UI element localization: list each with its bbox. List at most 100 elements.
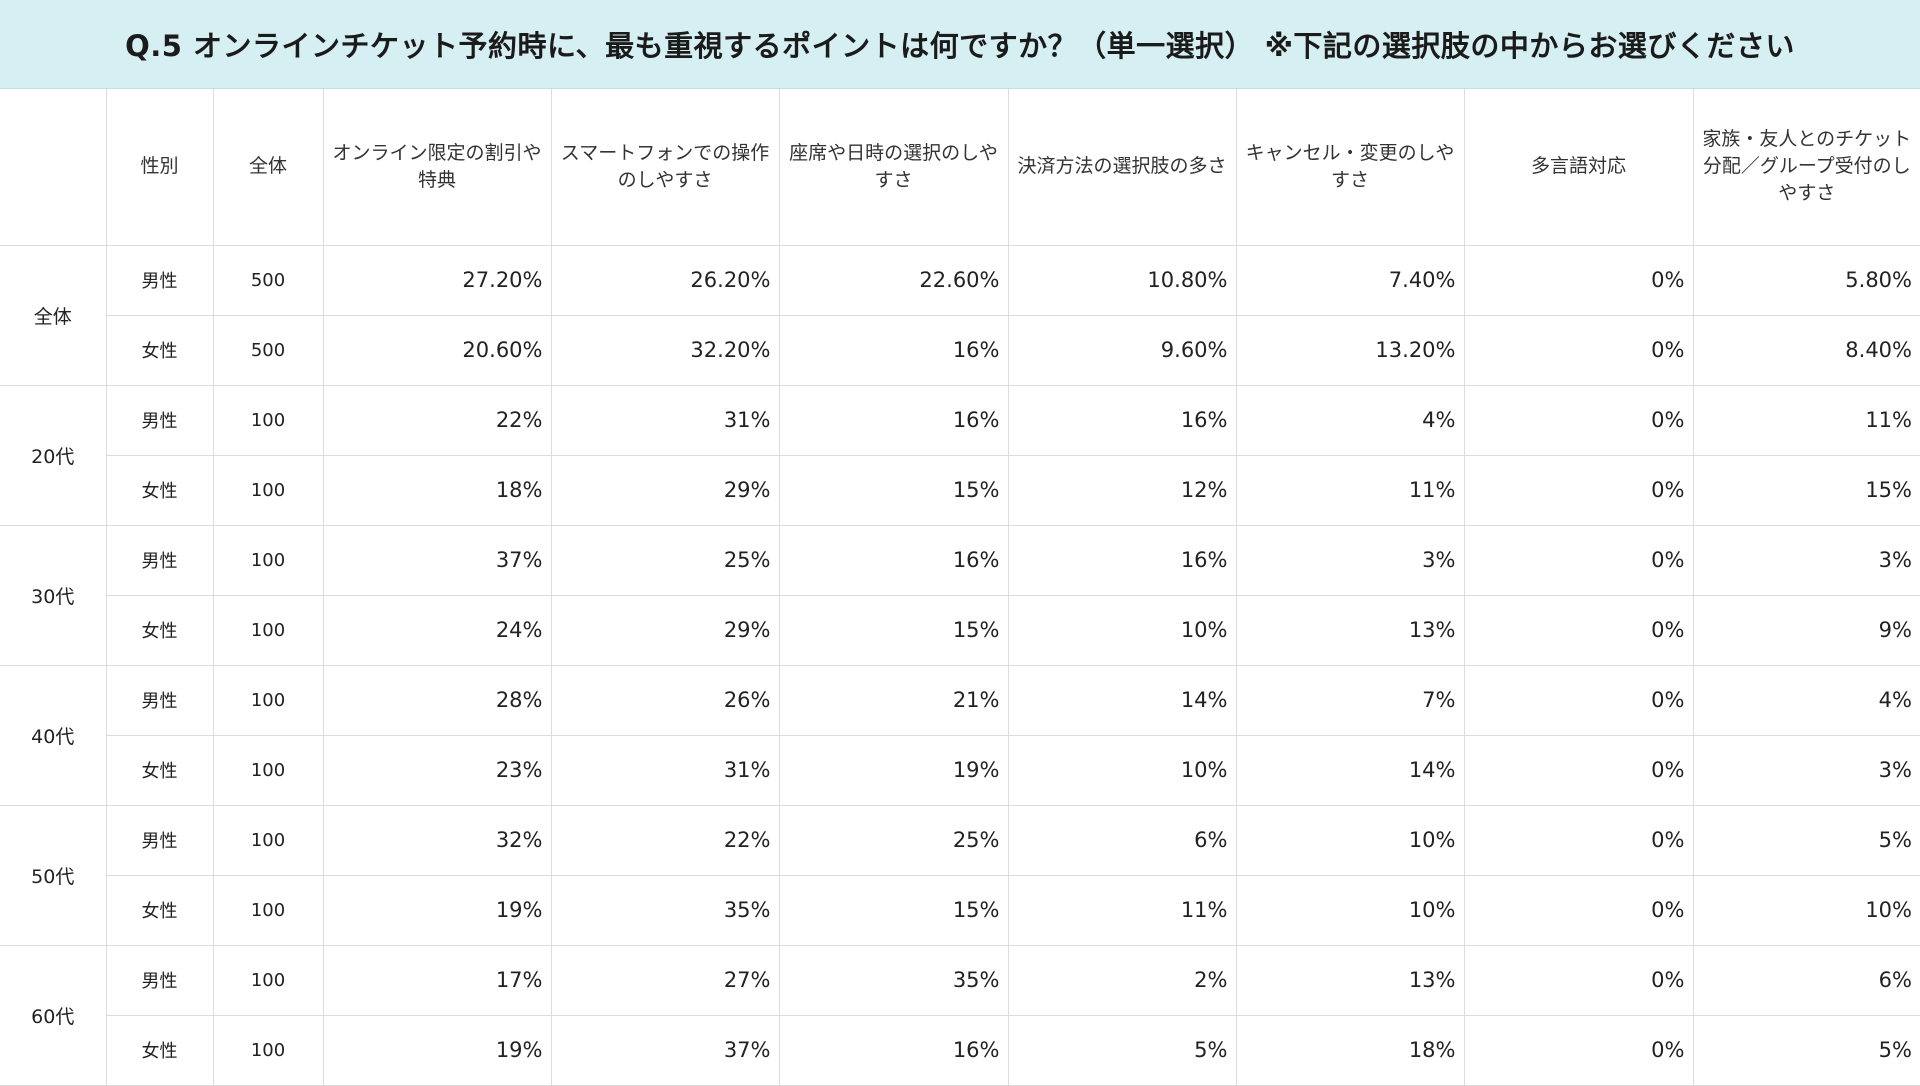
percent-cell: 23% xyxy=(322,734,552,806)
percent-cell: 22% xyxy=(550,804,780,876)
group-label: 20代 xyxy=(0,384,107,526)
percent-cell: 29% xyxy=(550,454,780,526)
percent-cell: 26.20% xyxy=(550,244,780,316)
percent-cell: 10% xyxy=(1007,734,1237,806)
percent-cell: 21% xyxy=(778,664,1009,736)
percent-cell: 37% xyxy=(550,1014,780,1086)
table-row: 40代 男性 100 28% 26% 21% 14% 7% 0% 4% xyxy=(0,664,1920,806)
percent-cell: 0% xyxy=(1463,314,1694,386)
header-option-seat-date: 座席や日時の選択のしやすさ xyxy=(778,89,1009,246)
percent-cell: 11% xyxy=(1692,384,1920,456)
percent-cell: 13.20% xyxy=(1235,314,1465,386)
percent-cell: 10% xyxy=(1692,874,1920,946)
percent-cell: 28% xyxy=(322,664,552,736)
percent-cell: 16% xyxy=(1007,524,1237,596)
percent-cell: 19% xyxy=(778,734,1009,806)
group-label: 50代 xyxy=(0,804,107,946)
percent-cell: 8.40% xyxy=(1692,314,1920,386)
percent-cell: 24% xyxy=(322,594,552,666)
percent-cell: 15% xyxy=(778,874,1009,946)
table-row: 女性 100 18% 29% 15% 12% 11% 0% 15% xyxy=(0,454,1920,526)
gender-cell: 男性 xyxy=(105,664,214,736)
gender-cell: 男性 xyxy=(105,384,214,456)
percent-cell: 27.20% xyxy=(322,244,552,316)
sample-size-cell: 100 xyxy=(212,734,324,806)
percent-cell: 0% xyxy=(1463,664,1694,736)
sample-size-cell: 500 xyxy=(212,314,324,386)
percent-cell: 0% xyxy=(1463,944,1694,1016)
table-row: 20代 男性 100 22% 31% 16% 16% 4% 0% 11% xyxy=(0,384,1920,526)
percent-cell: 0% xyxy=(1463,244,1694,316)
percent-cell: 5.80% xyxy=(1692,244,1920,316)
percent-cell: 16% xyxy=(778,314,1009,386)
sample-size-cell: 100 xyxy=(212,944,324,1016)
header-option-discount: オンライン限定の割引や特典 xyxy=(322,89,552,246)
percent-cell: 0% xyxy=(1463,1014,1694,1086)
percent-cell: 5% xyxy=(1692,1014,1920,1086)
percent-cell: 19% xyxy=(322,874,552,946)
percent-cell: 13% xyxy=(1235,594,1465,666)
header-option-smartphone: スマートフォンでの操作のしやすさ xyxy=(550,89,780,246)
sample-size-cell: 100 xyxy=(212,664,324,736)
header-option-payment: 決済方法の選択肢の多さ xyxy=(1007,89,1237,246)
group-label: 30代 xyxy=(0,524,107,666)
percent-cell: 5% xyxy=(1692,804,1920,876)
percent-cell: 10% xyxy=(1235,874,1465,946)
percent-cell: 7.40% xyxy=(1235,244,1465,316)
percent-cell: 14% xyxy=(1235,734,1465,806)
table-body: 全体 男性 500 27.20% 26.20% 22.60% 10.80% 7.40% 0% 5.… xyxy=(0,244,1920,1086)
percent-cell: 19% xyxy=(322,1014,552,1086)
percent-cell: 0% xyxy=(1463,594,1694,666)
title-bar: Q.5 オンラインチケット予約時に、最も重視するポイントは何ですか？（単一選択）… xyxy=(0,0,1920,89)
header-option-multilingual: 多言語対応 xyxy=(1463,89,1694,246)
gender-cell: 女性 xyxy=(106,314,214,386)
gender-cell: 女性 xyxy=(106,594,214,666)
table-row: 女性 500 20.60% 32.20% 16% 9.60% 13.20% 0% 8.40% xyxy=(0,314,1920,386)
header-total: 全体 xyxy=(212,89,324,246)
sample-size-cell: 100 xyxy=(212,384,324,456)
percent-cell: 16% xyxy=(778,524,1009,596)
percent-cell: 25% xyxy=(550,524,780,596)
percent-cell: 37% xyxy=(322,524,552,596)
header-group xyxy=(0,89,107,246)
percent-cell: 0% xyxy=(1463,874,1694,946)
percent-cell: 29% xyxy=(550,594,780,666)
percent-cell: 2% xyxy=(1007,944,1237,1016)
percent-cell: 0% xyxy=(1463,384,1694,456)
header-gender: 性別 xyxy=(105,89,214,246)
percent-cell: 26% xyxy=(550,664,780,736)
percent-cell: 13% xyxy=(1235,944,1465,1016)
gender-cell: 男性 xyxy=(105,804,214,876)
percent-cell: 10% xyxy=(1007,594,1237,666)
page-title: Q.5 オンラインチケット予約時に、最も重視するポイントは何ですか？（単一選択）… xyxy=(125,29,1795,63)
percent-cell: 9% xyxy=(1692,594,1920,666)
table-row: 30代 男性 100 37% 25% 16% 16% 3% 0% 3% xyxy=(0,524,1920,666)
gender-cell: 女性 xyxy=(106,874,214,946)
percent-cell: 3% xyxy=(1235,524,1465,596)
percent-cell: 9.60% xyxy=(1007,314,1237,386)
percent-cell: 27% xyxy=(550,944,780,1016)
percent-cell: 15% xyxy=(1692,454,1920,526)
sample-size-cell: 100 xyxy=(212,804,324,876)
table-row: 60代 男性 100 17% 27% 35% 2% 13% 0% 6% xyxy=(0,944,1920,1086)
group-label: 60代 xyxy=(0,944,107,1086)
percent-cell: 12% xyxy=(1007,454,1237,526)
percent-cell: 15% xyxy=(778,594,1009,666)
percent-cell: 11% xyxy=(1235,454,1465,526)
table-row: 女性 100 23% 31% 19% 10% 14% 0% 3% xyxy=(0,734,1920,806)
sample-size-cell: 100 xyxy=(212,454,324,526)
sample-size-cell: 500 xyxy=(212,244,324,316)
percent-cell: 5% xyxy=(1007,1014,1237,1086)
sample-size-cell: 100 xyxy=(212,524,324,596)
percent-cell: 22.60% xyxy=(778,244,1009,316)
percent-cell: 15% xyxy=(778,454,1009,526)
percent-cell: 17% xyxy=(322,944,552,1016)
table-row: 50代 男性 100 32% 22% 25% 6% 10% 0% 5% xyxy=(0,804,1920,946)
header-option-group-ticket: 家族・友人とのチケット分配／グループ受付のしやすさ xyxy=(1692,89,1920,246)
percent-cell: 31% xyxy=(550,734,780,806)
percent-cell: 0% xyxy=(1463,804,1694,876)
percent-cell: 10.80% xyxy=(1007,244,1237,316)
percent-cell: 14% xyxy=(1007,664,1237,736)
percent-cell: 10% xyxy=(1235,804,1465,876)
gender-cell: 女性 xyxy=(106,734,214,806)
